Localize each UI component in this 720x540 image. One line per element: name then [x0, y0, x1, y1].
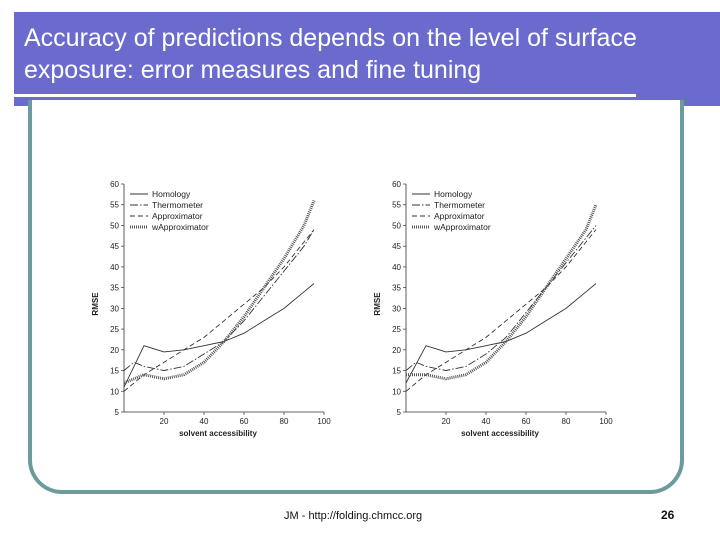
x-axis-label: solvent accessibility	[179, 429, 257, 438]
y-tick-label: 55	[392, 201, 401, 210]
y-tick-label: 60	[392, 180, 401, 189]
series-line-homology	[123, 283, 315, 388]
x-tick-label: 20	[442, 417, 451, 426]
legend-label-homology: Homology	[434, 189, 473, 199]
header-band	[14, 12, 720, 106]
y-tick-label: 15	[392, 367, 401, 376]
x-tick-label: 40	[200, 417, 209, 426]
y-tick-label: 45	[392, 242, 401, 251]
content-frame	[28, 100, 684, 494]
y-tick-label: 30	[392, 304, 401, 313]
x-tick-label: 40	[482, 417, 491, 426]
y-tick-label: 40	[392, 263, 401, 272]
slide-header: Accuracy of predictions depends on the l…	[0, 0, 720, 108]
x-tick-label: 80	[562, 417, 571, 426]
page-number: 26	[661, 508, 675, 522]
y-axis-label: RMSE	[373, 292, 382, 316]
legend-box	[126, 184, 218, 236]
title-underline	[14, 94, 636, 97]
y-tick-label: 25	[110, 325, 119, 334]
y-tick-label: 35	[110, 284, 119, 293]
series-line-thermometer	[123, 229, 315, 371]
series-line-homology	[405, 283, 597, 384]
y-tick-label: 55	[110, 201, 119, 210]
y-tick-label: 30	[110, 304, 119, 313]
x-tick-label: 60	[522, 417, 531, 426]
y-tick-label: 50	[110, 221, 119, 230]
header-corner-square	[690, 12, 720, 42]
x-tick-label: 100	[599, 417, 613, 426]
chart-svg: 5 10 15 20 25 30 35 40 45 50 55 60 20 40 60 80 100 solven…	[91, 180, 331, 438]
chart-svg: 5 10 15 20 25 30 35 40 45 50 55 60 20 40 60 80 100 solven…	[373, 180, 613, 438]
x-tick-label: 20	[160, 417, 169, 426]
y-tick-label: 20	[110, 346, 119, 355]
y-tick-label: 15	[110, 367, 119, 376]
y-tick-label: 60	[110, 180, 119, 189]
series-line-wapproximator	[123, 200, 316, 385]
legend-label-wapproximator: wApproximator	[151, 222, 209, 232]
y-tick-label: 5	[115, 408, 120, 417]
x-tick-label: 60	[240, 417, 249, 426]
legend-label-wapproximator: wApproximator	[433, 222, 491, 232]
legend-label-thermometer: Thermometer	[434, 200, 485, 210]
x-tick-label: 100	[317, 417, 331, 426]
legend-label-thermometer: Thermometer	[152, 200, 203, 210]
y-tick-label: 25	[392, 325, 401, 334]
legend-label-approximator: Approximator	[152, 211, 203, 221]
legend-label-approximator: Approximator	[434, 211, 485, 221]
y-tick-label: 40	[110, 263, 119, 272]
y-tick-label: 5	[397, 408, 402, 417]
x-axis-label: solvent accessibility	[461, 429, 539, 438]
series-line-approximator	[123, 229, 315, 392]
x-tick-label: 80	[280, 417, 289, 426]
y-tick-label: 50	[392, 221, 401, 230]
legend-box	[408, 184, 500, 236]
footer-credit: JM - http://folding.chmcc.org	[284, 510, 423, 522]
series-line-thermometer	[405, 225, 597, 371]
legend-label-homology: Homology	[152, 189, 191, 199]
y-tick-label: 10	[392, 387, 401, 396]
rmse-chart-left: 5 10 15 20 25 30 35 40 45 50 55 60 20 40 60 80 100 solven…	[86, 176, 346, 444]
y-tick-label: 45	[110, 242, 119, 251]
rmse-chart-right: 5 10 15 20 25 30 35 40 45 50 55 60 20 40 60 80 100 solven…	[368, 176, 628, 444]
series-line-approximator	[405, 229, 597, 392]
y-axis-label: RMSE	[91, 292, 100, 316]
y-tick-label: 20	[392, 346, 401, 355]
y-tick-label: 35	[392, 284, 401, 293]
y-tick-label: 10	[110, 387, 119, 396]
slide-title: Accuracy of predictions depends on the l…	[24, 24, 637, 84]
